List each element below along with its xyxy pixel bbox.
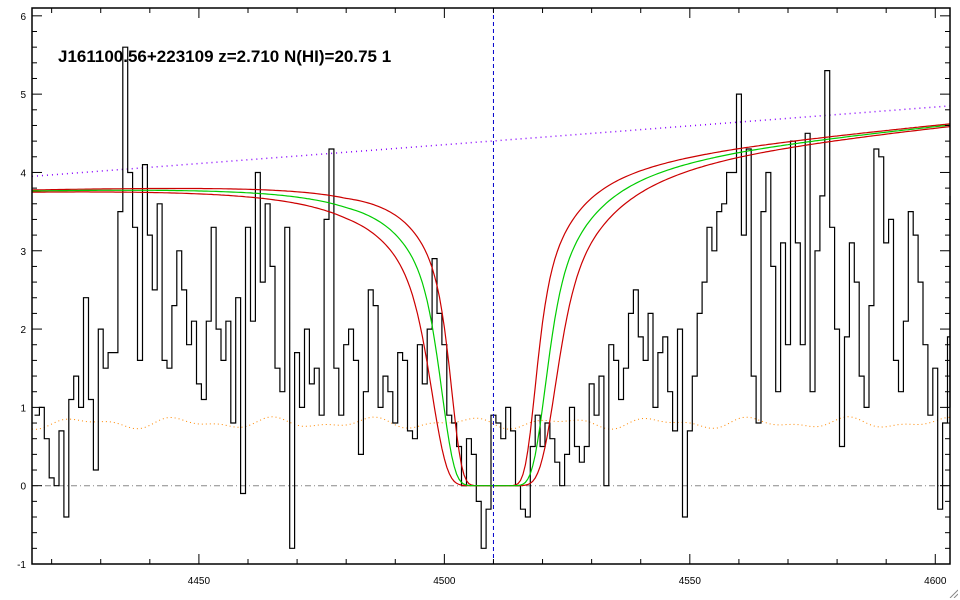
x-tick-label: 4450 bbox=[188, 576, 211, 587]
plot-frame bbox=[31, 7, 951, 565]
x-tick-label: 4600 bbox=[924, 576, 947, 587]
y-tick-label: 1 bbox=[20, 403, 26, 414]
y-tick-label: -1 bbox=[17, 560, 26, 571]
flux-layer bbox=[34, 46, 951, 549]
fit-layer bbox=[31, 123, 951, 487]
resize-grip-icon[interactable] bbox=[948, 588, 958, 598]
chart-title: J161100.56+223109 z=2.710 N(HI)=20.75 1 bbox=[58, 47, 391, 66]
y-tick-label: 2 bbox=[20, 325, 26, 336]
y-tick-label: 0 bbox=[20, 482, 26, 493]
x-tick-label: 4550 bbox=[679, 576, 702, 587]
continuum-line bbox=[31, 105, 951, 178]
fit-best-curve bbox=[32, 124, 951, 487]
ticks-layer: 4450 4500 4550 4600 -1 0 1 2 3 4 5 6 bbox=[17, 8, 950, 587]
y-tick-label: 6 bbox=[20, 12, 26, 23]
continuum-layer bbox=[31, 105, 951, 178]
x-tick-label: 4500 bbox=[433, 576, 456, 587]
axes-layer bbox=[31, 7, 951, 565]
y-tick-label: 4 bbox=[20, 168, 26, 179]
flux-spectrum bbox=[34, 46, 951, 549]
y-tick-label: 5 bbox=[20, 90, 26, 101]
y-tick-label: 3 bbox=[20, 247, 26, 258]
